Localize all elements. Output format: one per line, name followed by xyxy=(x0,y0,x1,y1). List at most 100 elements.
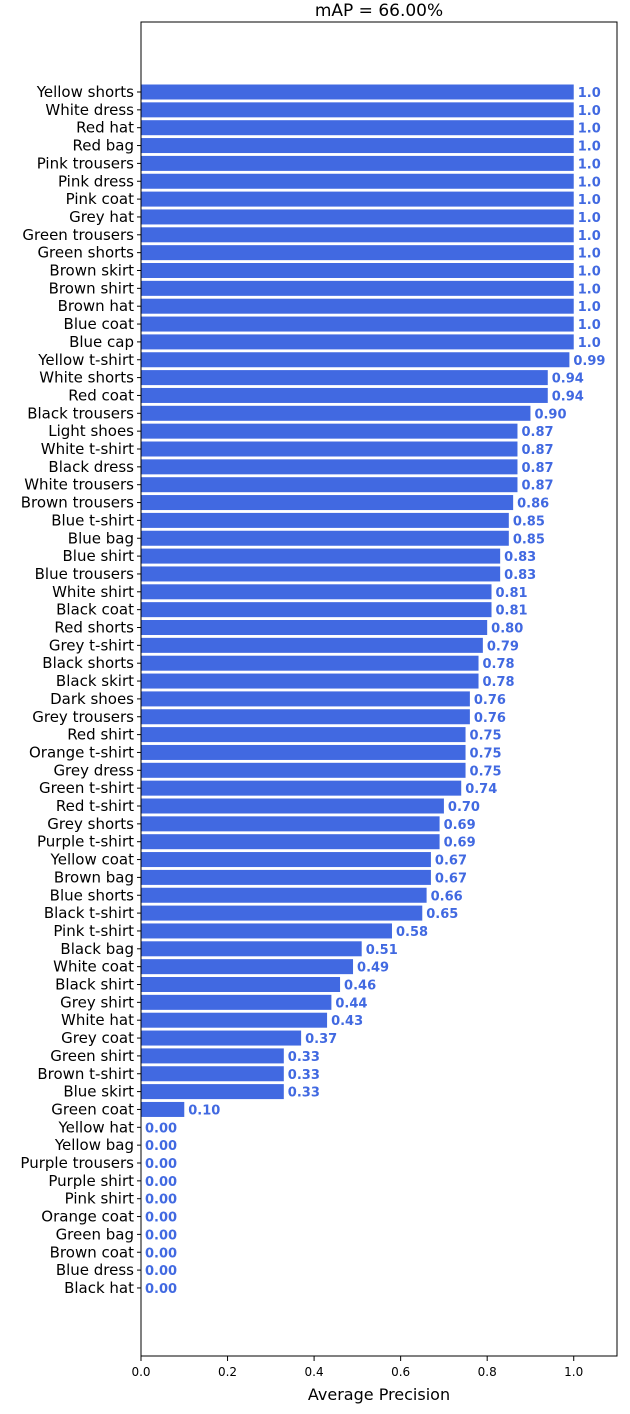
value-label-red-hat: 1.0 xyxy=(578,122,601,137)
bar-white-t-shirt xyxy=(141,441,518,457)
category-label-purple-trousers: Purple trousers xyxy=(20,1154,134,1172)
category-label-pink-trousers: Pink trousers xyxy=(37,154,134,172)
value-label-grey-shirt: 0.44 xyxy=(335,996,367,1011)
category-label-black-dress: Black dress xyxy=(48,458,134,476)
value-label-green-trousers: 1.0 xyxy=(578,229,601,244)
category-label-white-trousers: White trousers xyxy=(24,476,134,494)
value-labels-group: 1.0 1.0 1.0 1.0 1.0 1.0 1.0 1.0 1.0 1.0 1.0 1.0 1.0 1… xyxy=(145,86,605,1297)
category-label-black-shorts: Black shorts xyxy=(42,654,134,672)
bar-white-shirt xyxy=(141,584,492,600)
value-label-orange-coat: 0.00 xyxy=(145,1211,177,1226)
category-label-red-hat: Red hat xyxy=(76,119,134,137)
bar-pink-dress xyxy=(141,173,574,189)
category-label-blue-t-shirt: Blue t-shirt xyxy=(51,511,134,529)
bar-yellow-t-shirt xyxy=(141,352,570,368)
category-label-green-bag: Green bag xyxy=(56,1225,134,1243)
category-label-green-trousers: Green trousers xyxy=(22,226,134,244)
value-label-red-t-shirt: 0.70 xyxy=(448,800,480,815)
bar-pink-t-shirt xyxy=(141,923,392,939)
bar-green-shorts xyxy=(141,245,574,261)
category-label-black-skirt: Black skirt xyxy=(56,672,134,690)
x-axis: 0.0 0.2 0.4 0.6 0.8 1.0 xyxy=(131,1356,583,1379)
category-label-brown-skirt: Brown skirt xyxy=(49,262,134,280)
value-label-blue-skirt: 0.33 xyxy=(288,1086,320,1101)
value-label-black-trousers: 0.90 xyxy=(534,407,566,422)
value-label-brown-hat: 1.0 xyxy=(578,300,601,315)
bars-group xyxy=(141,84,574,1117)
bar-red-bag xyxy=(141,138,574,154)
bar-red-shorts xyxy=(141,620,488,635)
bar-blue-skirt xyxy=(141,1084,284,1100)
bar-red-t-shirt xyxy=(141,798,444,814)
value-label-blue-cap: 1.0 xyxy=(578,336,601,351)
category-label-brown-trousers: Brown trousers xyxy=(21,494,134,512)
value-label-red-shirt: 0.75 xyxy=(470,729,502,744)
category-label-red-shirt: Red shirt xyxy=(67,726,134,744)
category-label-yellow-t-shirt: Yellow t-shirt xyxy=(37,351,134,369)
value-label-grey-trousers: 0.76 xyxy=(474,711,506,726)
value-label-pink-dress: 1.0 xyxy=(578,175,601,190)
value-label-grey-hat: 1.0 xyxy=(578,211,601,226)
bar-grey-hat xyxy=(141,209,574,225)
value-label-brown-bag: 0.67 xyxy=(435,871,467,886)
value-label-green-bag: 0.00 xyxy=(145,1228,177,1243)
bar-light-shoes xyxy=(141,423,518,439)
bar-grey-trousers xyxy=(141,709,470,725)
value-label-white-hat: 0.43 xyxy=(331,1014,363,1029)
category-label-black-shirt: Black shirt xyxy=(55,976,134,994)
value-label-blue-t-shirt: 0.85 xyxy=(513,514,545,529)
bar-yellow-shorts xyxy=(141,84,574,100)
bar-white-coat xyxy=(141,959,354,975)
category-label-yellow-coat: Yellow coat xyxy=(50,851,135,869)
bar-brown-bag xyxy=(141,869,431,885)
bar-blue-shirt xyxy=(141,548,501,564)
x-tick-label: 0.8 xyxy=(478,1365,497,1379)
value-label-green-shirt: 0.33 xyxy=(288,1050,320,1065)
value-label-yellow-hat: 0.00 xyxy=(145,1121,177,1136)
bar-red-coat xyxy=(141,387,548,403)
bar-grey-t-shirt xyxy=(141,637,483,653)
category-label-blue-bag: Blue bag xyxy=(68,529,134,547)
bar-blue-t-shirt xyxy=(141,512,509,528)
value-label-purple-shirt: 0.00 xyxy=(145,1175,177,1190)
category-label-brown-t-shirt: Brown t-shirt xyxy=(37,1065,134,1083)
bar-pink-coat xyxy=(141,191,574,207)
category-label-black-t-shirt: Black t-shirt xyxy=(44,904,134,922)
bar-grey-coat xyxy=(141,1030,302,1046)
bar-white-shorts xyxy=(141,370,548,386)
value-label-black-dress: 0.87 xyxy=(521,461,553,476)
value-label-dark-shoes: 0.76 xyxy=(474,693,506,708)
category-label-yellow-bag: Yellow bag xyxy=(54,1136,134,1154)
value-label-purple-t-shirt: 0.69 xyxy=(444,836,476,851)
bar-black-skirt xyxy=(141,673,479,689)
bar-brown-skirt xyxy=(141,263,574,278)
category-label-white-dress: White dress xyxy=(45,101,134,119)
bar-orange-t-shirt xyxy=(141,744,466,760)
category-label-green-shorts: Green shorts xyxy=(37,244,134,262)
category-label-black-coat: Black coat xyxy=(56,601,134,619)
bar-brown-shirt xyxy=(141,280,574,296)
bar-brown-trousers xyxy=(141,495,514,511)
value-label-blue-shirt: 0.83 xyxy=(504,550,536,565)
category-label-white-t-shirt: White t-shirt xyxy=(41,440,134,458)
value-label-pink-trousers: 1.0 xyxy=(578,157,601,172)
bar-black-shorts xyxy=(141,655,479,671)
value-label-green-coat: 0.10 xyxy=(188,1103,220,1118)
category-label-brown-coat: Brown coat xyxy=(50,1243,134,1261)
category-label-purple-shirt: Purple shirt xyxy=(48,1172,134,1190)
category-label-brown-hat: Brown hat xyxy=(58,297,135,315)
value-label-yellow-coat: 0.67 xyxy=(435,854,467,869)
bar-green-t-shirt xyxy=(141,780,462,796)
category-label-blue-trousers: Blue trousers xyxy=(35,565,135,583)
category-label-white-hat: White hat xyxy=(61,1011,134,1029)
category-label-grey-hat: Grey hat xyxy=(69,208,134,226)
bar-grey-dress xyxy=(141,762,466,778)
value-label-blue-shorts: 0.66 xyxy=(431,889,463,904)
bar-blue-cap xyxy=(141,334,574,350)
bar-white-dress xyxy=(141,102,574,118)
x-tick-label: 1.0 xyxy=(564,1365,583,1379)
value-label-white-shirt: 0.81 xyxy=(496,586,528,601)
chart-title: mAP = 66.00% xyxy=(315,1,443,21)
category-label-light-shoes: Light shoes xyxy=(48,422,134,440)
